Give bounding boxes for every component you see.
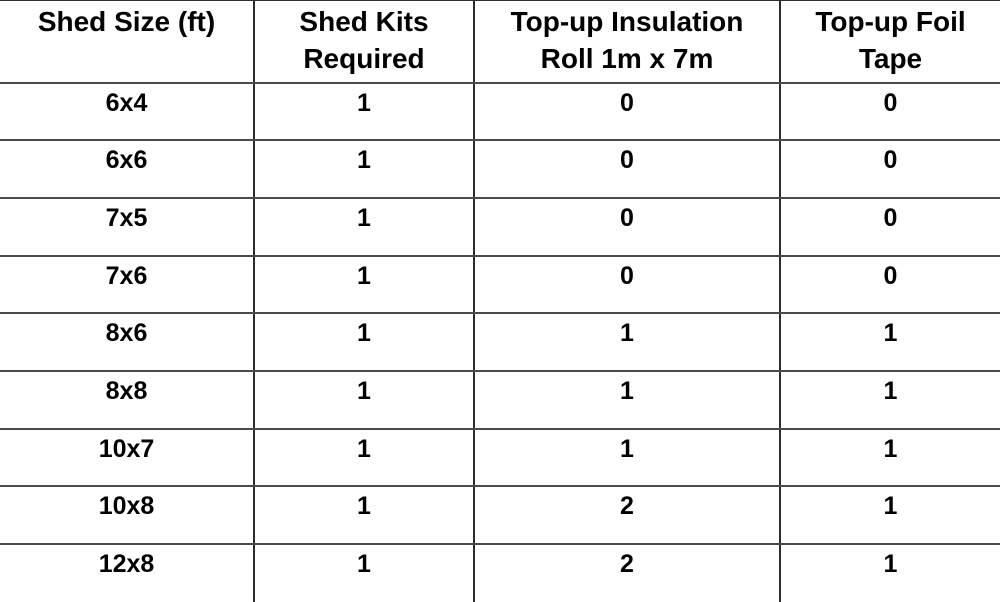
cell-insulation-roll: 2 [474,544,781,602]
column-header-shed-kits: Shed Kits Required [254,0,475,84]
cell-insulation-roll: 0 [474,197,781,257]
column-header-shed-size: Shed Size (ft) [0,0,255,84]
cell-shed-size: 7x6 [0,255,255,315]
table-header-row: Shed Size (ft) Shed Kits Required Top-up I… [0,0,1000,84]
cell-shed-size: 7x5 [0,197,255,257]
cell-insulation-roll: 1 [474,370,781,430]
cell-foil-tape: 0 [780,82,1000,142]
cell-insulation-roll: 1 [474,428,781,488]
cell-insulation-roll: 2 [474,486,781,545]
cell-shed-size: 8x8 [0,370,255,430]
cell-shed-size: 12x8 [0,544,255,602]
cell-foil-tape: 0 [780,255,1000,315]
cell-shed-size: 6x6 [0,140,255,199]
table-row: 12x8 1 2 1 [0,544,1000,602]
column-header-insulation-roll: Top-up Insulation Roll 1m x 7m [474,0,781,84]
cell-foil-tape: 0 [780,197,1000,257]
cell-shed-size: 10x8 [0,486,255,545]
cell-shed-kits: 1 [254,197,475,257]
table-row: 10x7 1 1 1 [0,428,1000,488]
cell-shed-kits: 1 [254,428,475,488]
cell-shed-kits: 1 [254,255,475,315]
table-row: 8x8 1 1 1 [0,370,1000,430]
table-row: 10x8 1 2 1 [0,486,1000,545]
cell-foil-tape: 1 [883,550,898,578]
table-row: 8x6 1 1 1 [0,313,1000,372]
cell-shed-size: 10x7 [0,428,255,488]
table-row: 6x6 1 0 0 [0,140,1000,199]
cell-foil-tape: 1 [780,428,1000,488]
table-body: 6x4 1 0 0 6x6 1 0 0 7x5 1 0 0 7x6 1 0 0 8x6 1 1 1 8x8 1 1 1 10x7… [0,82,1000,602]
cell-foil-tape: 1 [780,313,1000,372]
cell-shed-kits: 1 [254,82,475,142]
column-header-foil-tape: Top-up Foil Tape [780,0,1000,84]
cell-shed-size: 8x6 [0,313,255,372]
cell-insulation-roll: 0 [474,82,781,142]
cell-shed-kits: 1 [254,370,475,430]
cell-foil-tape: 0 [780,140,1000,199]
table-row: 7x6 1 0 0 [0,255,1000,315]
cell-foil-tape: 1 [780,486,1000,545]
table-row: 6x4 1 0 0 [0,82,1000,142]
cell-insulation-roll: 0 [474,255,781,315]
cell-insulation-roll: 0 [474,140,781,199]
cell-shed-kits: 1 [254,544,475,602]
cell-shed-kits: 1 [254,313,475,372]
cell-shed-kits: 1 [254,140,475,199]
table-row: 7x5 1 0 0 [0,197,1000,257]
table-header: Shed Size (ft) Shed Kits Required Top-up I… [0,0,1000,84]
cell-shed-size: 6x4 [0,82,255,142]
cell-foil-tape: 1 [780,370,1000,430]
cell-insulation-roll: 1 [474,313,781,372]
cell-shed-kits: 1 [254,486,475,545]
